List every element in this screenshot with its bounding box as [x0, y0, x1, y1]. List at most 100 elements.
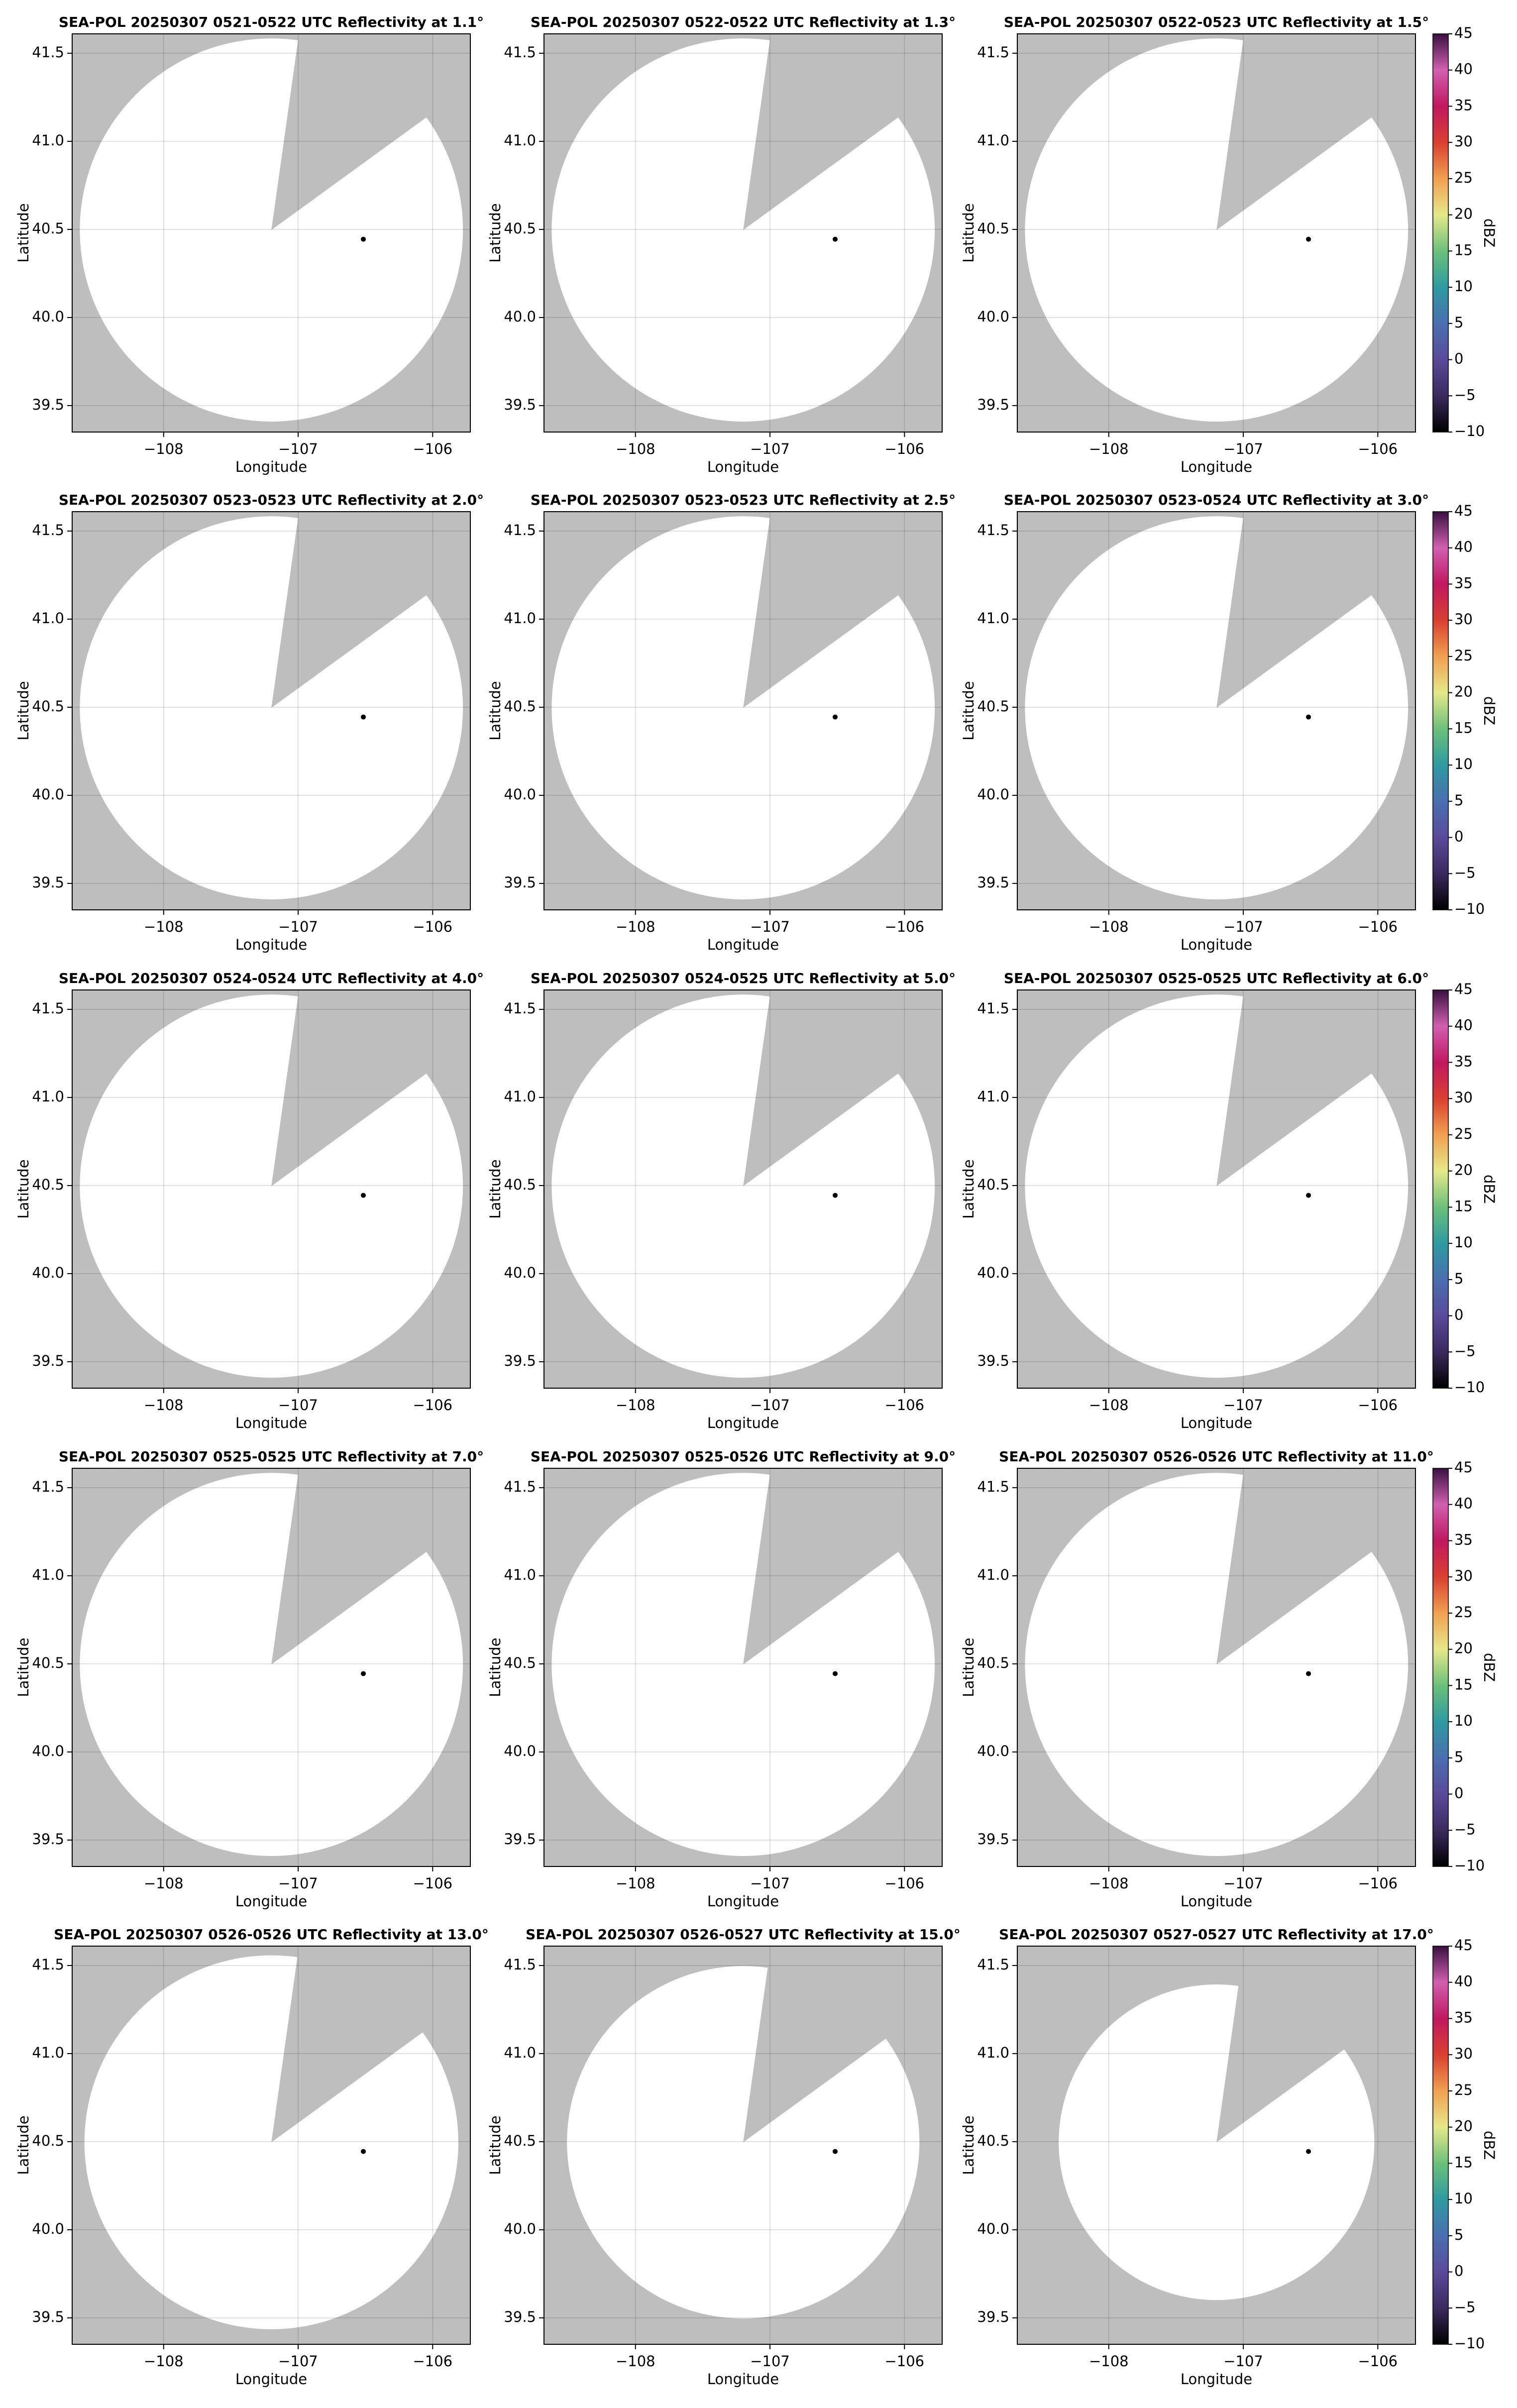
- blocked-sector: [743, 1468, 942, 1665]
- site-marker: [361, 714, 366, 720]
- y-tick-label: 41.0: [977, 132, 1009, 149]
- x-axis-label: Longitude: [707, 2371, 779, 2388]
- colorbar-tick-label: 0: [1454, 350, 1463, 367]
- colorbar-tick-label: 45: [1454, 502, 1473, 519]
- site-marker: [361, 236, 366, 242]
- panel: −108 −107 −106 39.5 40.0 40.5 41.0 41.5 SEA-POL …: [15, 14, 484, 475]
- axes-frame: [543, 989, 943, 1389]
- site-marker: [833, 1671, 838, 1676]
- x-tick-label: −107: [750, 2353, 790, 2370]
- colorbar-tick-label: −10: [1454, 1379, 1485, 1396]
- y-tick-label: 40.0: [977, 308, 1009, 325]
- y-axis-label: Latitude: [15, 203, 32, 262]
- colorbar-tick-label: −5: [1454, 864, 1476, 881]
- axes-frame: [72, 1946, 471, 2345]
- colorbar-tick-label: 5: [1454, 1270, 1463, 1287]
- y-tick-label: 40.0: [977, 2220, 1009, 2237]
- y-tick-label: 40.0: [32, 1264, 64, 1281]
- y-tick-label: 40.5: [504, 2132, 536, 2149]
- colorbar: [1432, 989, 1449, 1389]
- x-tick-label: −106: [413, 440, 452, 457]
- y-tick-label: 39.5: [504, 2308, 536, 2325]
- panel: −108 −107 −106 39.5 40.0 40.5 41.0 41.5 SEA-POL …: [15, 1926, 489, 2388]
- x-tick-label: −108: [616, 1875, 655, 1892]
- blocked-sector: [271, 1946, 470, 2143]
- panel: −108 −107 −106 39.5 40.0 40.5 41.0 41.5 SEA-POL …: [960, 14, 1498, 475]
- x-tick-label: −107: [1223, 1875, 1263, 1892]
- y-tick-label: 41.5: [504, 1956, 536, 1973]
- y-tick-label: 39.5: [32, 2308, 64, 2325]
- site-marker: [361, 1671, 366, 1676]
- colorbar-label: dBZ: [1481, 696, 1498, 725]
- plot-area: [544, 1468, 942, 1866]
- y-tick-label: 39.5: [504, 1352, 536, 1369]
- y-tick-label: 40.5: [32, 1176, 64, 1193]
- site-marker: [1306, 2149, 1311, 2154]
- y-tick-label: 40.0: [977, 786, 1009, 803]
- x-tick-label: −107: [750, 1397, 790, 1414]
- site-marker: [1306, 236, 1311, 242]
- colorbar-tick-label: 45: [1454, 1937, 1473, 1954]
- panel-title: SEA-POL 20250307 0522-0523 UTC Reflectiv…: [1004, 14, 1429, 30]
- y-tick-label: 41.0: [504, 2044, 536, 2061]
- colorbar-label: dBZ: [1481, 2131, 1498, 2160]
- y-axis-label: Latitude: [487, 681, 504, 740]
- y-tick-label: 41.5: [504, 1478, 536, 1495]
- colorbar-tick-label: 30: [1454, 1567, 1473, 1584]
- x-tick-label: −108: [616, 1397, 655, 1414]
- colorbar-label: dBZ: [1481, 1653, 1498, 1682]
- y-tick-label: 41.0: [32, 2044, 64, 2061]
- axes-frame: [543, 511, 943, 910]
- colorbar-tick-label: 40: [1454, 61, 1473, 78]
- x-tick-label: −106: [413, 2353, 452, 2370]
- y-tick-label: 39.5: [504, 396, 536, 413]
- colorbar: [1432, 511, 1449, 910]
- site-marker: [361, 2149, 366, 2154]
- colorbar-tick-label: 5: [1454, 2226, 1463, 2243]
- colorbar-tick-label: 20: [1454, 206, 1473, 222]
- blocked-sector: [743, 990, 942, 1187]
- y-axis-label: Latitude: [15, 2115, 32, 2175]
- colorbar-tick-label: 30: [1454, 611, 1473, 628]
- panel-title: SEA-POL 20250307 0523-0523 UTC Reflectiv…: [59, 492, 484, 508]
- y-tick-label: 40.5: [504, 1176, 536, 1193]
- y-tick-label: 40.0: [504, 2220, 536, 2237]
- colorbar-tick-label: 30: [1454, 2045, 1473, 2062]
- colorbar-tick-label: 15: [1454, 2154, 1473, 2171]
- y-tick-label: 41.0: [32, 132, 64, 149]
- y-tick-label: 41.5: [32, 1000, 64, 1017]
- panel-title: SEA-POL 20250307 0523-0523 UTC Reflectiv…: [531, 492, 956, 508]
- panel: −108 −107 −106 39.5 40.0 40.5 41.0 41.5 SEA-POL …: [487, 492, 956, 953]
- plot-area: [72, 1946, 470, 2344]
- y-tick-label: 40.5: [504, 698, 536, 715]
- colorbar-tick-label: 35: [1454, 1531, 1473, 1548]
- y-tick-label: 40.0: [32, 786, 64, 803]
- colorbar-tick-label: 15: [1454, 1676, 1473, 1693]
- colorbar-tick-label: 25: [1454, 647, 1473, 664]
- plot-area: [1017, 1946, 1415, 2344]
- site-marker: [1306, 1671, 1311, 1676]
- x-tick-label: −107: [750, 1875, 790, 1892]
- axes-frame: [543, 1946, 943, 2345]
- panel-title: SEA-POL 20250307 0524-0524 UTC Reflectiv…: [59, 970, 484, 986]
- y-tick-label: 40.5: [32, 698, 64, 715]
- panel: −108 −107 −106 39.5 40.0 40.5 41.0 41.5 SEA-POL …: [960, 970, 1498, 1431]
- panel-title: SEA-POL 20250307 0527-0527 UTC Reflectiv…: [999, 1926, 1434, 1943]
- blocked-sector: [271, 512, 470, 708]
- plot-area: [544, 1946, 942, 2344]
- plot-area: [72, 512, 470, 910]
- x-axis-label: Longitude: [707, 458, 779, 475]
- panel: −108 −107 −106 39.5 40.0 40.5 41.0 41.5 SEA-POL …: [960, 1448, 1498, 1910]
- colorbar: [1432, 1468, 1449, 1867]
- y-tick-label: 41.0: [504, 1088, 536, 1105]
- x-tick-label: −106: [1358, 2353, 1398, 2370]
- colorbar-tick-label: 5: [1454, 314, 1463, 331]
- colorbar-tick-label: 20: [1454, 2118, 1473, 2135]
- y-axis-label: Latitude: [15, 1159, 32, 1218]
- y-tick-label: 41.5: [32, 522, 64, 539]
- panel-title: SEA-POL 20250307 0521-0522 UTC Reflectiv…: [59, 14, 484, 30]
- x-tick-label: −106: [884, 1397, 924, 1414]
- y-tick-label: 40.0: [32, 2220, 64, 2237]
- colorbar-tick-label: −10: [1454, 1857, 1485, 1874]
- y-tick-label: 39.5: [977, 2308, 1009, 2325]
